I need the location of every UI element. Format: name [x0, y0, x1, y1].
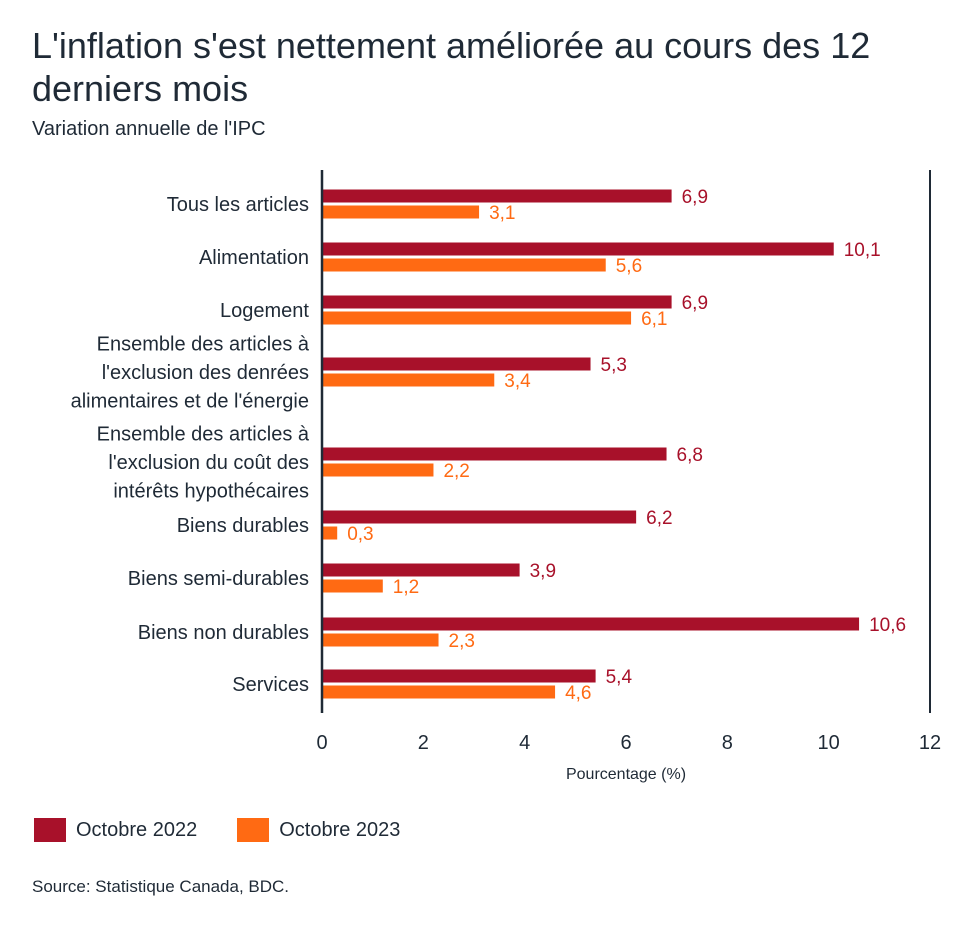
data-label-2-7: 1,2	[393, 577, 419, 598]
bar-2-8	[322, 633, 439, 647]
x-tick-label-7: 12	[919, 732, 941, 754]
category-label-3-1: Logement	[220, 300, 309, 322]
bar-chart: 6,9 3,1 Tous les articles 10,1 5,6 Alimentati…	[71, 170, 941, 783]
bar-2-6	[322, 526, 338, 540]
x-axis-label: Pourcentage (%)	[566, 766, 686, 783]
category-label-4-3: alimentaires et de l'énergie	[71, 391, 309, 413]
bar-1-5	[322, 447, 667, 461]
data-label-2-1: 3,1	[489, 203, 515, 224]
data-label-2-2: 5,6	[616, 256, 642, 277]
data-label-1-1: 6,9	[682, 187, 708, 208]
legend-item-series-1: Octobre 2022	[34, 818, 197, 842]
chart-subtitle: Variation annuelle de l'IPC	[32, 118, 266, 140]
data-label-1-2: 10,1	[844, 240, 881, 261]
category-label-5-3: intérêts hypothécaires	[113, 481, 309, 503]
category-label-5-1: Ensemble des articles à	[97, 424, 310, 446]
bar-1-1	[322, 189, 672, 203]
data-label-2-8: 2,3	[449, 631, 475, 652]
bar-1-6	[322, 510, 637, 524]
x-tick-label-5: 8	[722, 732, 733, 754]
data-label-1-8: 10,6	[869, 615, 906, 636]
bar-2-4	[322, 373, 495, 387]
data-label-2-9: 4,6	[565, 683, 591, 704]
bar-2-9	[322, 685, 556, 699]
bar-1-9	[322, 669, 596, 683]
bar-1-3	[322, 295, 672, 309]
legend-label-series-1: Octobre 2022	[76, 818, 198, 841]
chart-title: L'inflation s'est nettement améliorée au…	[32, 25, 871, 109]
category-label-4-2: l'exclusion des denrées	[102, 362, 309, 384]
legend-swatch-series-2	[237, 818, 270, 842]
bar-2-3	[322, 311, 632, 325]
legend: Octobre 2022 Octobre 2023	[34, 818, 440, 842]
data-label-1-3: 6,9	[682, 293, 708, 314]
bar-1-7	[322, 563, 520, 577]
data-label-1-4: 5,3	[601, 355, 627, 376]
category-label-6-1: Biens durables	[177, 515, 309, 537]
x-tick-label-1: 0	[316, 732, 327, 754]
legend-label-series-2: Octobre 2023	[279, 818, 401, 841]
data-label-1-6: 6,2	[646, 508, 672, 529]
x-tick-label-3: 4	[519, 732, 530, 754]
category-label-8-1: Biens non durables	[138, 622, 309, 644]
bar-2-5	[322, 463, 434, 477]
data-label-2-6: 0,3	[347, 524, 373, 545]
data-label-2-3: 6,1	[641, 309, 667, 330]
data-label-1-9: 5,4	[606, 667, 633, 688]
category-label-1-1: Tous les articles	[167, 194, 309, 216]
category-label-5-2: l'exclusion du coût des	[108, 452, 309, 474]
bar-2-1	[322, 205, 480, 219]
category-label-9-1: Services	[232, 674, 309, 696]
x-tick-label-6: 10	[818, 732, 840, 754]
bar-1-2	[322, 242, 834, 256]
category-label-7-1: Biens semi-durables	[128, 568, 309, 590]
x-tick-label-4: 6	[620, 732, 631, 754]
legend-item-series-2: Octobre 2023	[237, 818, 400, 842]
category-label-2-1: Alimentation	[199, 247, 309, 269]
source-note: Source: Statistique Canada, BDC.	[32, 877, 290, 896]
x-tick-label-2: 2	[418, 732, 429, 754]
bar-2-7	[322, 579, 383, 593]
bar-1-8	[322, 617, 860, 631]
data-label-2-4: 3,4	[504, 371, 531, 392]
legend-swatch-series-1	[34, 818, 66, 842]
category-label-4-1: Ensemble des articles à	[97, 334, 310, 356]
bar-2-2	[322, 258, 606, 272]
bar-1-4	[322, 357, 591, 371]
data-label-1-5: 6,8	[677, 445, 703, 466]
data-label-1-7: 3,9	[530, 561, 556, 582]
data-label-2-5: 2,2	[443, 461, 469, 482]
